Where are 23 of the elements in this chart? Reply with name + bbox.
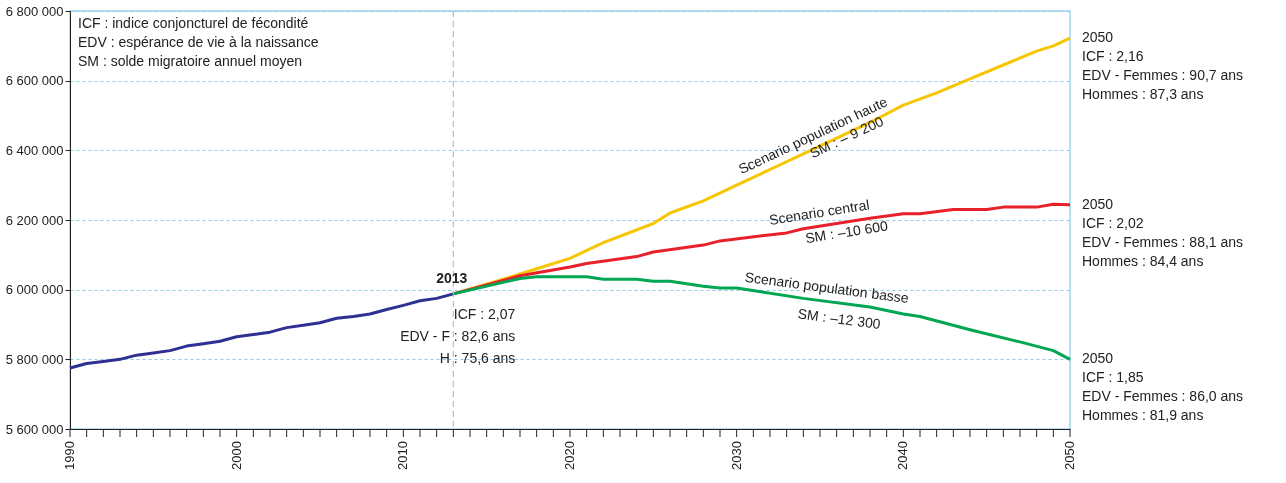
x-tick-label: 1990	[62, 441, 77, 470]
x-tick-label: 2000	[228, 441, 244, 470]
y-tick-label: 5 800 000	[5, 351, 64, 367]
y-tick-label: 6 000 000	[5, 282, 64, 298]
x-tick-label: 2010	[395, 441, 411, 470]
x-tick-label: 2020	[562, 441, 577, 470]
y-tick-label: 6 400 000	[5, 142, 64, 158]
y-tick-label: 6 800 000	[5, 3, 64, 19]
y-tick-label: 6 200 000	[5, 212, 64, 228]
text: 2050 ICF : 1,85 EDV - Femmes : 86,0 ans Hommes : 81,9 ans	[1082, 350, 1244, 424]
text: Scenario central SM : –10 600	[767, 196, 890, 247]
text: Scenario population basse SM : –12 300	[743, 268, 910, 333]
x-tick-label: 2030	[728, 441, 744, 470]
ref-line-label: 2013	[436, 269, 468, 286]
text: 2050 ICF : 2,16 EDV - Femmes : 90,7 ans Hommes : 87,3 ans	[1082, 29, 1244, 103]
y-tick-label: 6 600 000	[5, 73, 64, 89]
y-tick-label: 5 600 000	[5, 421, 64, 437]
line-series	[68, 292, 455, 370]
text: 2050 ICF : 2,02 EDV - Femmes : 88,1 ans Hommes : 84,4 ans	[1082, 195, 1244, 269]
annotation: ICF : indice conjoncturel de fécondité EDV : espérance de vie à la naissance SM : solde migratoire annuel moyen	[78, 15, 319, 69]
x-tick-label: 2040	[895, 441, 911, 470]
x-tick-label: 2050	[1062, 441, 1077, 470]
annotation: ICF : 2,07 EDV - F : 82,6 ans H : 75,6 ans	[400, 305, 516, 366]
